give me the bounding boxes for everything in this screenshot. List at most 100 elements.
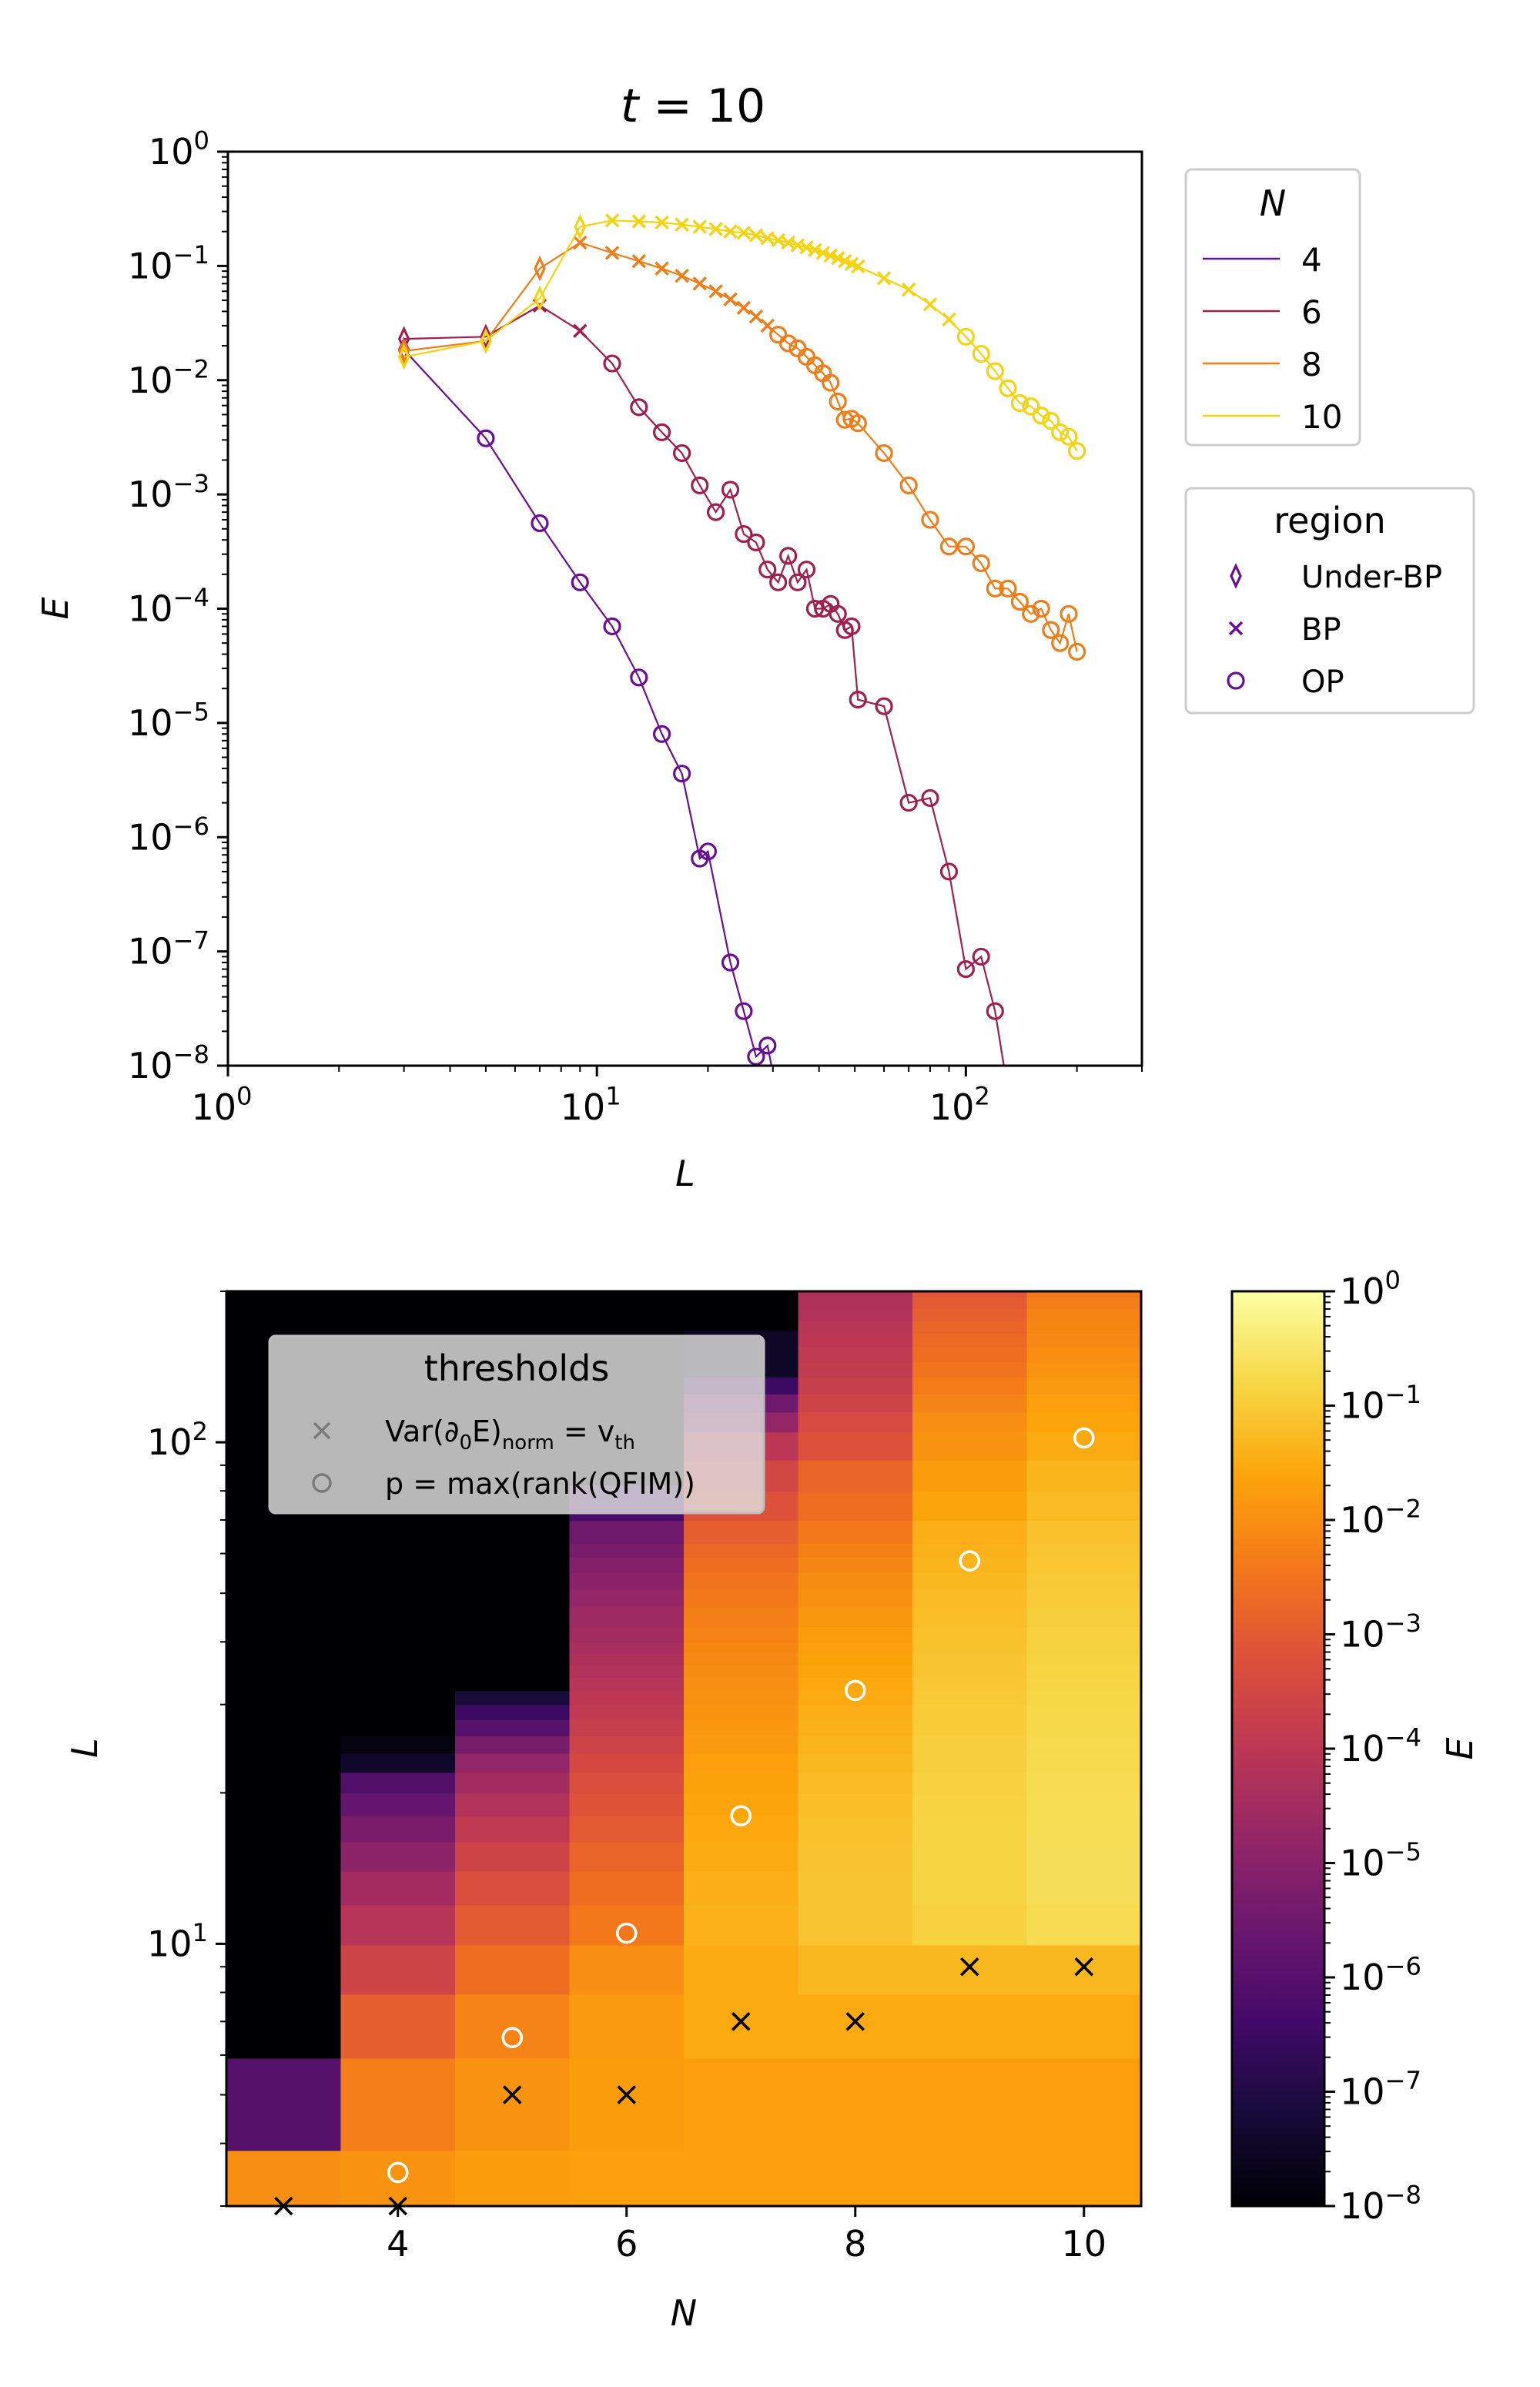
point-N8-6 <box>654 261 669 276</box>
point-N10-2 <box>534 285 546 312</box>
x-tick-label-base: 10 <box>191 1086 236 1128</box>
heatmap-cell <box>1026 1572 1142 1590</box>
point-N10-24 <box>851 259 865 274</box>
heatmap-cell <box>340 1793 456 1817</box>
point-N8-29 <box>956 537 975 556</box>
heatmap-cell <box>684 1944 799 1995</box>
heatmap-cell <box>1026 2057 1142 2151</box>
legend-n-label: 4 <box>1301 241 1322 279</box>
legend-circle-marker <box>312 1473 332 1493</box>
point-N8-2 <box>534 255 546 282</box>
heatmap-cell <box>340 1904 456 1946</box>
heatmap-cell <box>455 2150 571 2207</box>
heatmap-cell <box>569 1772 685 1794</box>
series-layer <box>397 213 1086 1066</box>
threshold-legend-entries: Var(∂0E)norm = vth p = max(rank(QFIM)) <box>312 1414 695 1501</box>
x-tick-label: 100 <box>191 1082 252 1128</box>
heatmap-cell <box>569 1870 685 1906</box>
heatmap-cell <box>912 1626 1028 1642</box>
heatmap-cell <box>340 1736 456 1754</box>
heatmap-cell <box>912 1772 1028 1794</box>
heatmap-cell <box>798 1542 913 1558</box>
heatmap-cell <box>455 2057 571 2151</box>
heatmap-cell <box>569 1606 685 1627</box>
heatmap-cell <box>684 1642 799 1654</box>
heatmap-cell <box>798 1652 913 1666</box>
series-N10 <box>397 213 1086 460</box>
point-N10-25 <box>876 271 892 286</box>
colorbar-tick-label-base: 10 <box>1340 1843 1385 1884</box>
heatmap-cell <box>1026 1842 1142 1872</box>
heatmap-cell <box>1026 1772 1142 1794</box>
colorbar-tick-label-base: 10 <box>1340 1957 1385 1998</box>
heatmap-cell <box>798 2057 913 2151</box>
point-N6-3 <box>573 323 588 338</box>
y-tick-label-base: 10 <box>128 1045 173 1086</box>
heatmap-x-tick-label: 6 <box>615 2223 638 2265</box>
point-N10-27 <box>922 297 938 312</box>
point-N8-22 <box>835 410 854 429</box>
point-N6-5 <box>630 398 648 417</box>
heatmap-cell <box>1026 2150 1142 2207</box>
legend-n-label: 10 <box>1301 398 1342 436</box>
legend-n: N 4 6 8 10 <box>1184 168 1361 447</box>
point-N4-11 <box>735 1002 753 1020</box>
y-tick-label-exp: −4 <box>173 583 209 612</box>
heatmap-cell <box>226 1656 342 2059</box>
colorbar-tick-label: 10−8 <box>1340 2181 1421 2227</box>
heatmap-cell <box>798 1677 913 1692</box>
y-tick-label: 100 <box>149 126 209 172</box>
var-threshold-cross <box>731 2012 751 2031</box>
x-axis-ticks: 100 101 102 <box>191 1066 1143 1128</box>
heatmap-cell <box>912 2057 1028 2151</box>
point-N4-9 <box>698 842 718 861</box>
heatmap-cell <box>912 1606 1028 1627</box>
heatmap-cell <box>1026 1491 1142 1522</box>
y-tick-label-base: 10 <box>128 474 173 515</box>
colorbar-tick-label-exp: −8 <box>1385 2181 1421 2210</box>
heatmap-cell <box>912 2150 1028 2207</box>
point-N4-7 <box>673 765 691 783</box>
heatmap-cell <box>798 1394 913 1413</box>
heatmap-cell <box>1026 1870 1142 1906</box>
heatmap-cell <box>340 1994 456 2059</box>
legend-region-frame <box>1184 487 1475 715</box>
heatmap-cell <box>569 1572 685 1590</box>
point-N8-14 <box>769 326 788 344</box>
point-N8-12 <box>748 310 764 324</box>
heatmap-cell <box>798 1994 913 2059</box>
point-N6-25 <box>875 697 893 715</box>
point-N10-7 <box>675 217 689 232</box>
rank-threshold-circle <box>501 2027 524 2049</box>
x-tick-label-exp: 0 <box>236 1082 252 1111</box>
colorbar-tick-label: 10−5 <box>1340 1837 1421 1883</box>
legend-region-label: Under-BP <box>1301 560 1442 595</box>
heatmap-cell <box>684 1719 799 1736</box>
heatmap-cell <box>1026 1520 1142 1544</box>
series-line-N6 <box>403 304 1005 1066</box>
point-N10-9 <box>708 222 723 236</box>
heatmap-cell <box>1026 1994 1142 2059</box>
point-N6-9 <box>706 503 725 521</box>
point-N8-0 <box>397 338 410 364</box>
heatmap-cell <box>798 1377 913 1394</box>
heatmap-cell <box>912 1719 1028 1736</box>
point-N8-20 <box>822 373 840 392</box>
colorbar-tick-label-exp: 0 <box>1385 1266 1401 1295</box>
heatmap-cell <box>912 1652 1028 1666</box>
y-tick-label-base: 10 <box>128 816 173 858</box>
heatmap-cell <box>684 1994 799 2059</box>
point-N6-31 <box>986 1002 1004 1020</box>
point-N6-21 <box>829 604 847 623</box>
heatmap-cell <box>569 1557 685 1573</box>
point-N8-4 <box>604 246 620 260</box>
x-tick-label: 101 <box>561 1082 621 1128</box>
y-tick-label-base: 10 <box>128 702 173 744</box>
y-tick-label-exp: −1 <box>173 240 209 270</box>
heatmap-cell <box>1026 1347 1142 1362</box>
point-N8-38 <box>1060 604 1078 623</box>
point-N4-5 <box>630 668 648 687</box>
point-N6-4 <box>603 354 621 373</box>
